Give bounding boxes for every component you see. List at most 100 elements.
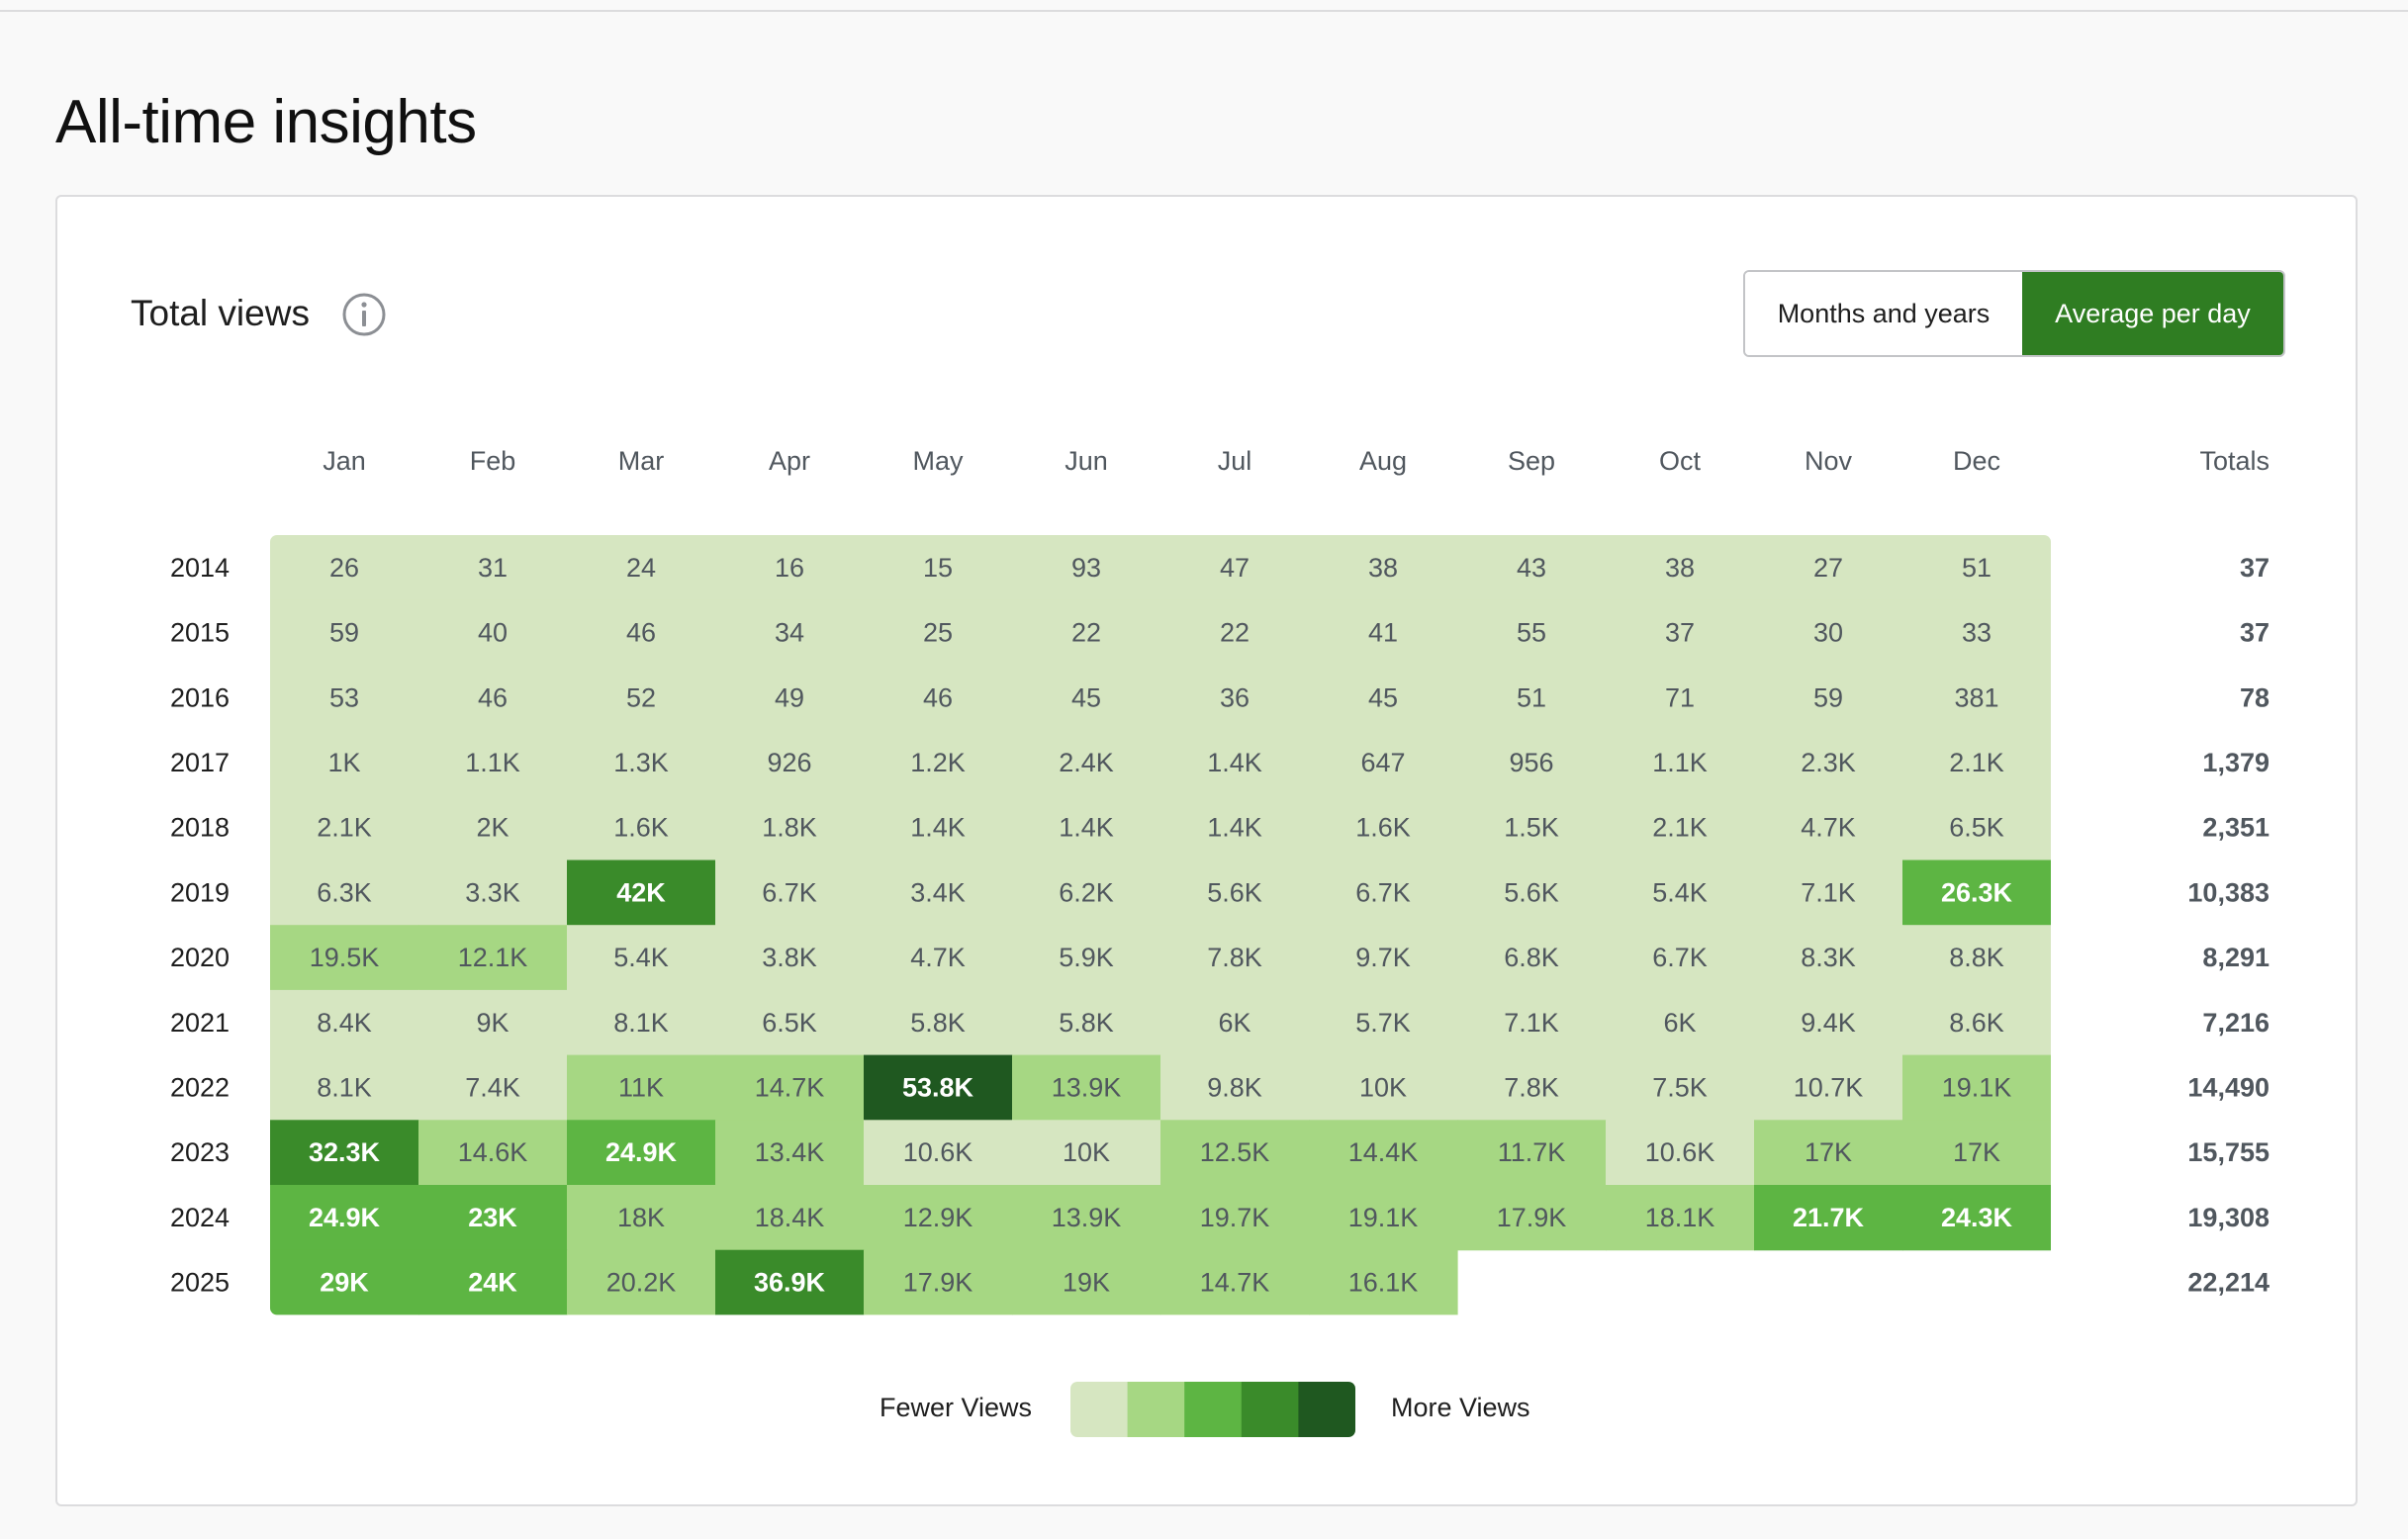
heatmap-cell[interactable] — [1012, 599, 1161, 666]
heatmap-cell[interactable] — [270, 1120, 419, 1186]
heatmap-cell[interactable] — [1754, 1054, 1903, 1121]
heatmap-cell[interactable] — [1902, 1185, 2052, 1251]
heatmap-cell[interactable] — [1309, 1185, 1458, 1251]
heatmap-cell[interactable] — [1606, 1185, 1755, 1251]
heatmap-cell[interactable] — [1160, 1054, 1310, 1121]
heatmap-cell[interactable] — [1012, 535, 1161, 601]
heatmap-cell[interactable] — [864, 1249, 1013, 1315]
heatmap-cell[interactable] — [864, 794, 1013, 861]
heatmap-cell[interactable] — [1309, 730, 1458, 796]
average-per-day-button[interactable]: Average per day — [2022, 272, 2283, 355]
heatmap-cell[interactable] — [715, 599, 865, 666]
heatmap-cell[interactable] — [1309, 860, 1458, 926]
heatmap-cell[interactable] — [1012, 1054, 1161, 1121]
heatmap-cell[interactable] — [1012, 860, 1161, 926]
heatmap-cell[interactable] — [1606, 989, 1755, 1056]
heatmap-cell[interactable] — [715, 1249, 865, 1315]
heatmap-cell[interactable] — [1606, 599, 1755, 666]
heatmap-cell[interactable] — [1012, 989, 1161, 1056]
heatmap-cell[interactable] — [1309, 989, 1458, 1056]
heatmap-cell[interactable] — [1457, 794, 1607, 861]
heatmap-cell[interactable] — [715, 665, 865, 731]
heatmap-cell[interactable] — [1606, 730, 1755, 796]
heatmap-cell[interactable] — [864, 535, 1013, 601]
heatmap-cell[interactable] — [1012, 1120, 1161, 1186]
heatmap-cell[interactable] — [418, 794, 568, 861]
heatmap-cell[interactable] — [1309, 599, 1458, 666]
heatmap-cell[interactable] — [1606, 794, 1755, 861]
heatmap-cell[interactable] — [1457, 535, 1607, 601]
heatmap-cell[interactable] — [1902, 860, 2052, 926]
heatmap-cell[interactable] — [418, 730, 568, 796]
heatmap-cell[interactable] — [1012, 794, 1161, 861]
info-icon[interactable] — [340, 291, 388, 338]
heatmap-cell[interactable] — [1457, 1120, 1607, 1186]
heatmap-cell[interactable] — [1902, 794, 2052, 861]
heatmap-cell[interactable] — [418, 665, 568, 731]
heatmap-cell[interactable] — [1457, 860, 1607, 926]
heatmap-cell[interactable] — [1012, 730, 1161, 796]
heatmap-cell[interactable] — [1309, 1249, 1458, 1315]
heatmap-cell[interactable] — [1160, 599, 1310, 666]
heatmap-cell[interactable] — [1902, 665, 2052, 731]
months-and-years-button[interactable]: Months and years — [1745, 272, 2022, 355]
heatmap-cell[interactable] — [567, 599, 716, 666]
heatmap-cell[interactable] — [1902, 989, 2052, 1056]
heatmap-cell[interactable] — [1160, 860, 1310, 926]
heatmap-cell[interactable] — [864, 925, 1013, 991]
heatmap-cell[interactable] — [567, 1120, 716, 1186]
heatmap-cell[interactable] — [567, 665, 716, 731]
heatmap-cell[interactable] — [418, 535, 568, 601]
heatmap-cell[interactable] — [864, 1120, 1013, 1186]
heatmap-cell[interactable] — [1457, 599, 1607, 666]
heatmap-cell[interactable] — [270, 794, 419, 861]
heatmap-cell[interactable] — [1012, 925, 1161, 991]
heatmap-cell[interactable] — [1754, 535, 1903, 601]
heatmap-cell[interactable] — [270, 860, 419, 926]
heatmap-cell[interactable] — [1012, 1185, 1161, 1251]
heatmap-cell[interactable] — [270, 1249, 419, 1315]
heatmap-cell[interactable] — [567, 1249, 716, 1315]
heatmap-cell[interactable] — [1309, 1054, 1458, 1121]
heatmap-cell[interactable] — [1309, 535, 1458, 601]
heatmap-cell[interactable] — [567, 925, 716, 991]
heatmap-cell[interactable] — [1012, 1249, 1161, 1315]
heatmap-cell[interactable] — [1309, 794, 1458, 861]
heatmap-cell[interactable] — [1160, 730, 1310, 796]
heatmap-cell[interactable] — [864, 860, 1013, 926]
heatmap-cell[interactable] — [715, 860, 865, 926]
heatmap-cell[interactable] — [1457, 989, 1607, 1056]
heatmap-cell[interactable] — [270, 989, 419, 1056]
heatmap-cell[interactable] — [418, 1185, 568, 1251]
heatmap-cell[interactable] — [567, 860, 716, 926]
heatmap-cell[interactable] — [418, 925, 568, 991]
heatmap-cell[interactable] — [1309, 1120, 1458, 1186]
heatmap-cell[interactable] — [1457, 730, 1607, 796]
heatmap-cell[interactable] — [715, 794, 865, 861]
heatmap-cell[interactable] — [864, 1054, 1013, 1121]
heatmap-cell[interactable] — [567, 794, 716, 861]
heatmap-cell[interactable] — [1160, 665, 1310, 731]
heatmap-cell[interactable] — [418, 1120, 568, 1186]
heatmap-cell[interactable] — [1606, 665, 1755, 731]
heatmap-cell[interactable] — [715, 730, 865, 796]
heatmap-cell[interactable] — [270, 1054, 419, 1121]
heatmap-cell[interactable] — [1902, 730, 2052, 796]
heatmap-cell[interactable] — [1902, 1054, 2052, 1121]
heatmap-cell[interactable] — [1902, 599, 2052, 666]
heatmap-cell[interactable] — [567, 730, 716, 796]
heatmap-cell[interactable] — [1309, 665, 1458, 731]
heatmap-cell[interactable] — [1457, 1185, 1607, 1251]
heatmap-cell[interactable] — [270, 925, 419, 991]
heatmap-cell[interactable] — [864, 989, 1013, 1056]
heatmap-cell[interactable] — [567, 1185, 716, 1251]
heatmap-cell[interactable] — [1606, 1120, 1755, 1186]
heatmap-cell[interactable] — [1754, 989, 1903, 1056]
heatmap-cell[interactable] — [1160, 1185, 1310, 1251]
heatmap-cell[interactable] — [1754, 665, 1903, 731]
heatmap-cell[interactable] — [418, 860, 568, 926]
heatmap-cell[interactable] — [270, 665, 419, 731]
heatmap-cell[interactable] — [1457, 925, 1607, 991]
heatmap-cell[interactable] — [1754, 794, 1903, 861]
heatmap-cell[interactable] — [1606, 925, 1755, 991]
